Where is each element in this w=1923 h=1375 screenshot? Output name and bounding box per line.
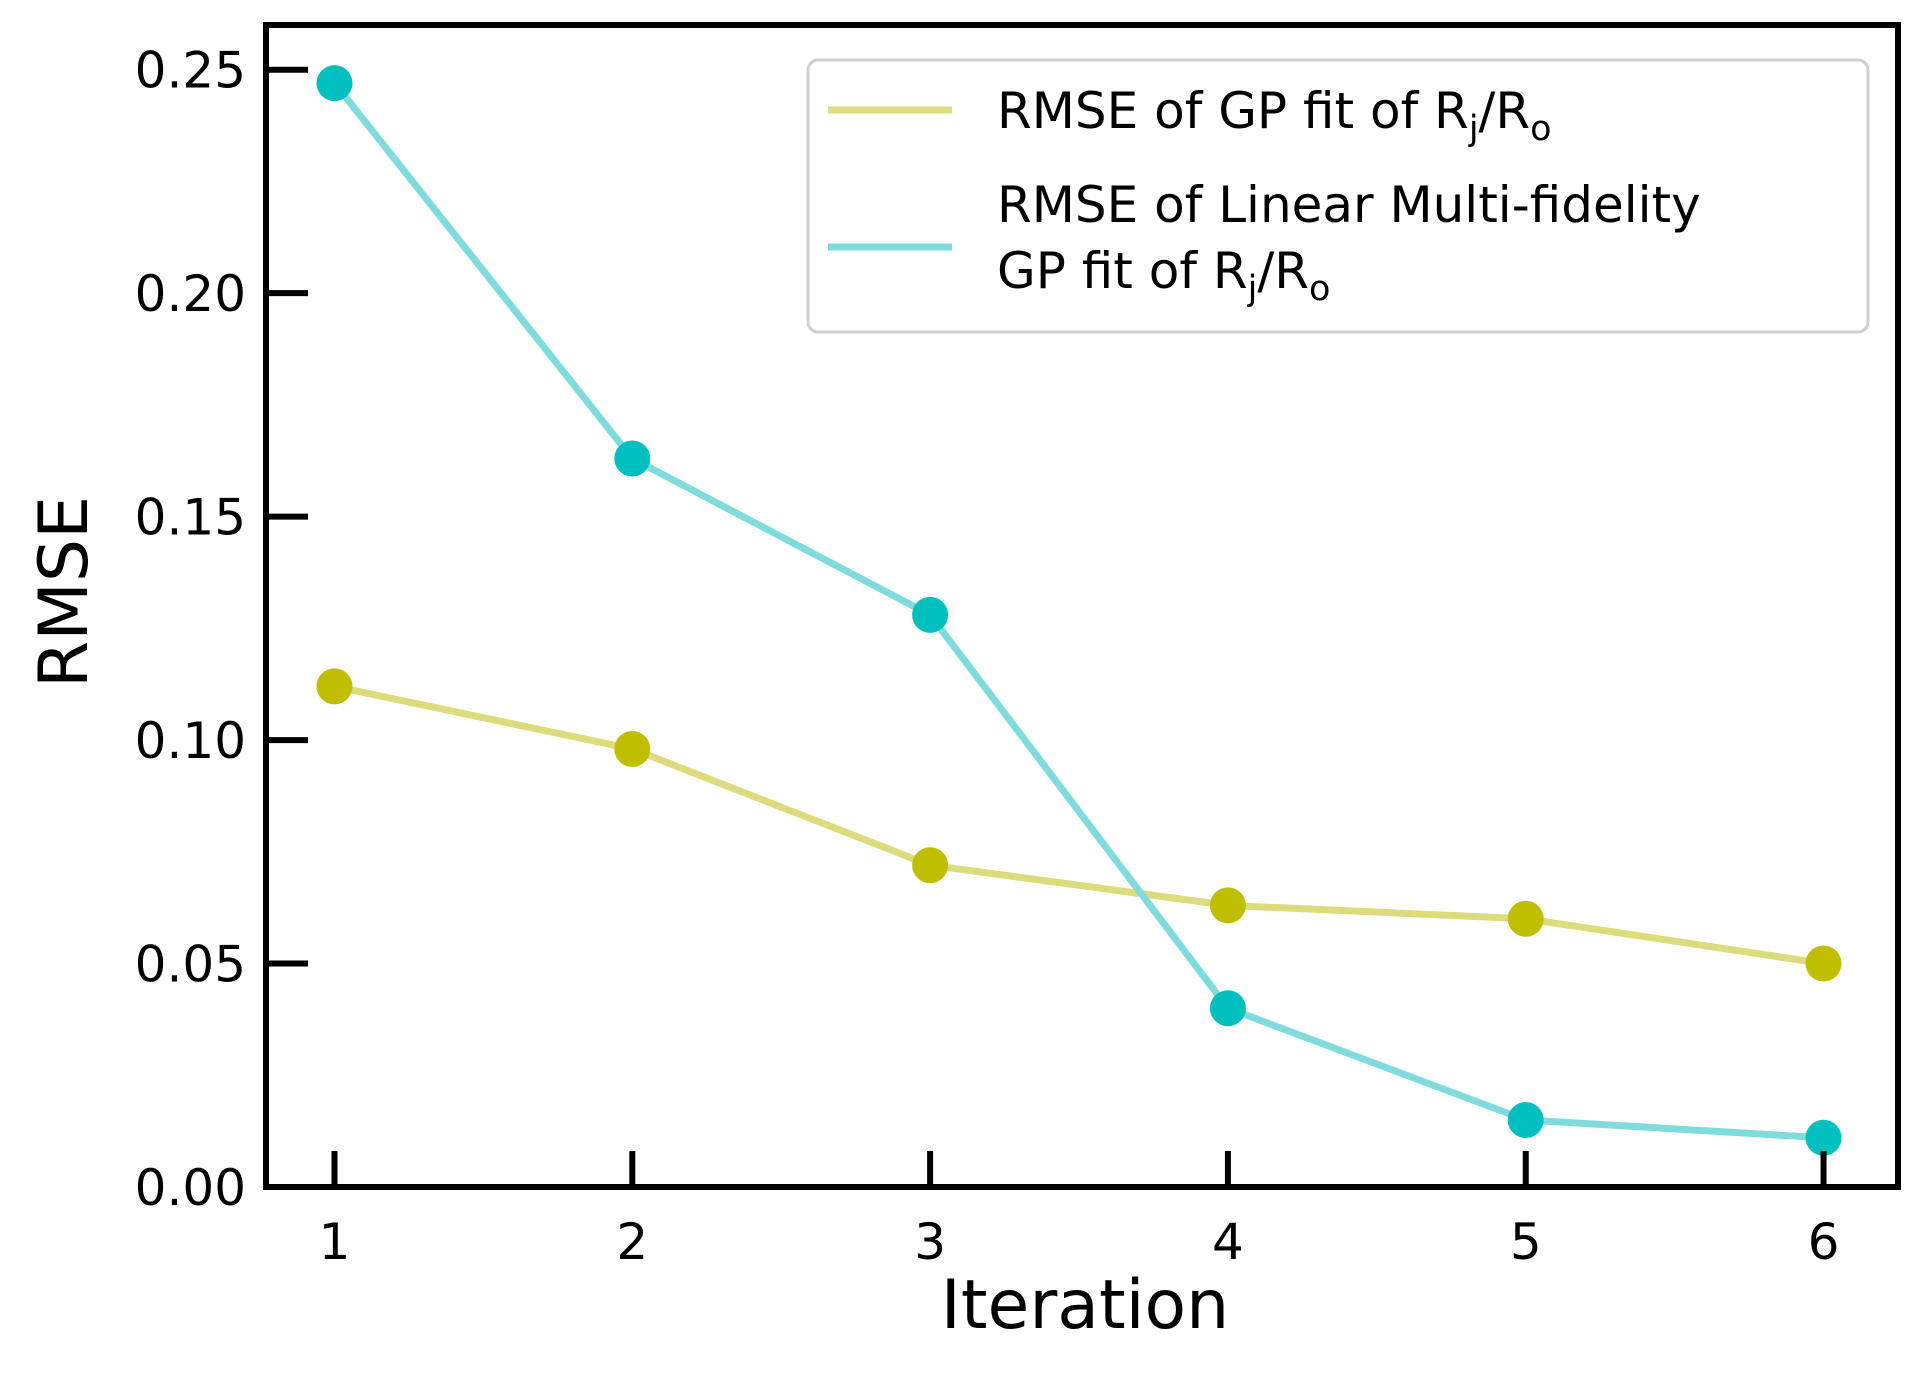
series-1-point-5 xyxy=(1507,1102,1544,1138)
y-tick-label-0: 0.00 xyxy=(135,1159,246,1217)
series-1-point-1 xyxy=(316,65,353,102)
series-1-point-6 xyxy=(1805,1119,1842,1156)
y-tick-label-3: 0.15 xyxy=(135,489,246,547)
ticks-layer: 1 2 3 4 5 6 0.00 0.05 0.10 0.15 0.20 0.25 xyxy=(135,42,1840,1271)
legend-label-mfgp-line2: GP fit of Rj/Ro xyxy=(997,242,1330,309)
series-0-point-4 xyxy=(1209,887,1246,924)
x-tick-label-1: 1 xyxy=(319,1213,351,1271)
legend-label-gp-slash: /R xyxy=(1479,82,1531,140)
axes-layer xyxy=(263,22,1901,1190)
series-line-1 xyxy=(331,80,1824,1142)
series-1-point-4 xyxy=(1209,990,1246,1027)
series-0-point-3 xyxy=(912,847,949,884)
legend-label-mfgp-line1: RMSE of Linear Multi-fidelity xyxy=(997,176,1701,234)
legend-label-gp-sub-j: j xyxy=(1468,109,1479,149)
x-tick-label-3: 3 xyxy=(914,1213,946,1271)
y-tick-label-4: 0.20 xyxy=(135,265,246,323)
legend-label-gp-main: RMSE of GP fit of R xyxy=(997,82,1469,140)
series-0-point-5 xyxy=(1507,900,1544,937)
y-tick-label-5: 0.25 xyxy=(135,42,246,100)
legend-label-gp: RMSE of GP fit of Rj/Ro xyxy=(997,82,1552,149)
x-tick-label-4: 4 xyxy=(1212,1213,1244,1271)
series-line-0 xyxy=(333,682,1825,967)
legend-label-mfgp-main: GP fit of R xyxy=(997,242,1248,300)
x-axis-label: Iteration xyxy=(941,1266,1229,1345)
series-1-point-2 xyxy=(614,440,651,477)
y-tick-label-2: 0.10 xyxy=(135,712,246,770)
legend-label-mfgp-slash: /R xyxy=(1257,242,1309,300)
legend-label-mfgp-sub-j: j xyxy=(1247,269,1258,309)
y-axis-label: RMSE xyxy=(25,496,104,688)
series-0-point-6 xyxy=(1805,945,1842,982)
plot-frame xyxy=(263,22,1901,1190)
legend: RMSE of GP fit of Rj/Ro RMSE of Linear M… xyxy=(806,58,1870,334)
series-layer xyxy=(316,65,1842,1156)
legend-frame xyxy=(806,58,1870,334)
legend-label-gp-sub-o: o xyxy=(1530,109,1551,149)
legend-label-mfgp-sub-o: o xyxy=(1309,269,1330,309)
x-tick-label-5: 5 xyxy=(1510,1213,1542,1271)
x-tick-label-2: 2 xyxy=(616,1213,648,1271)
series-0-point-2 xyxy=(614,731,651,767)
y-tick-label-1: 0.05 xyxy=(135,936,246,994)
x-tick-label-6: 6 xyxy=(1808,1213,1840,1271)
series-1-point-3 xyxy=(912,596,949,633)
series-0-point-1 xyxy=(316,668,353,705)
